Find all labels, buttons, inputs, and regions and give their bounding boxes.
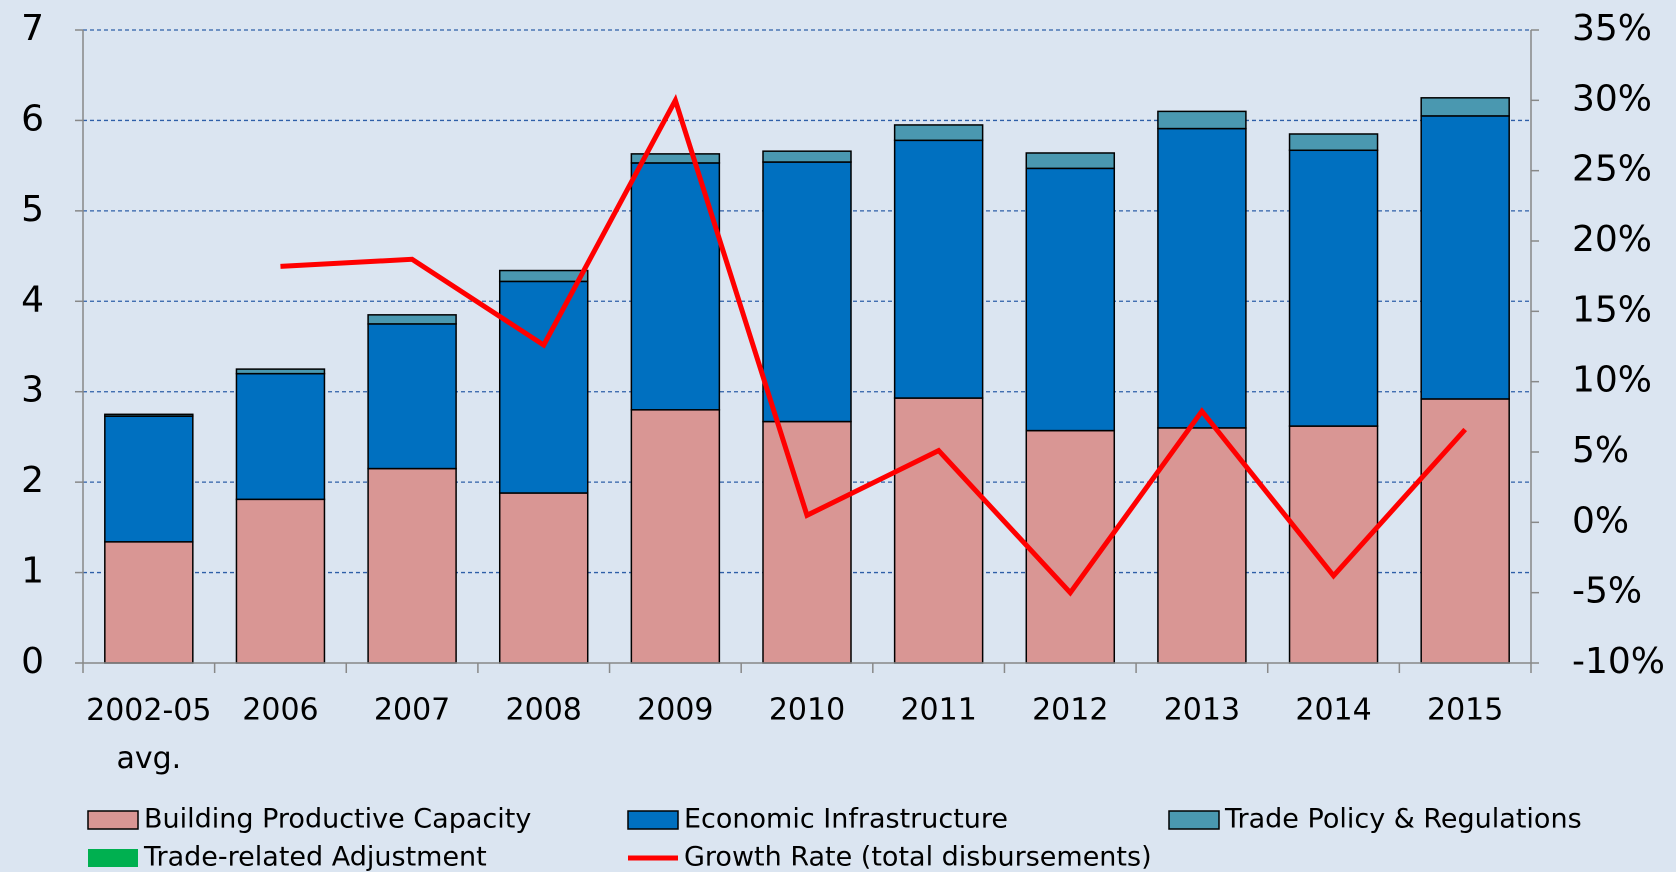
bar-segment bbox=[498, 280, 589, 494]
bar-segment bbox=[630, 153, 721, 164]
y2-tick-label: 30% bbox=[1572, 78, 1652, 119]
x-tick-label: 2010 bbox=[769, 693, 845, 728]
bar-segment bbox=[1157, 427, 1247, 664]
bar-segment bbox=[1025, 152, 1116, 170]
bar-segment bbox=[893, 124, 984, 142]
legend-label: Growth Rate (total disbursements) bbox=[684, 842, 1152, 872]
x-tick-label: 2002-05 avg. bbox=[86, 693, 211, 776]
y-tick-label: 4 bbox=[21, 279, 44, 320]
legend-swatch bbox=[87, 810, 139, 830]
y-tick-label: 2 bbox=[21, 460, 44, 501]
bar-segment bbox=[498, 269, 589, 283]
x-tick-label: 2009 bbox=[637, 693, 713, 728]
bar-segment bbox=[1420, 97, 1510, 117]
bar-segment bbox=[630, 409, 721, 664]
bar-segment bbox=[1025, 167, 1116, 432]
bar-segment bbox=[1288, 133, 1379, 152]
y-tick-label: 0 bbox=[21, 641, 44, 682]
bar-segment bbox=[235, 498, 326, 664]
legend-swatch bbox=[88, 849, 138, 867]
x-tick-label: 2008 bbox=[506, 693, 582, 728]
bar-segment bbox=[1288, 149, 1379, 427]
bar-segment bbox=[1420, 115, 1510, 400]
y2-tick-label: 5% bbox=[1572, 430, 1629, 471]
legend-label: Economic Infrastructure bbox=[684, 804, 1008, 835]
legend-label: Building Productive Capacity bbox=[144, 804, 531, 835]
x-tick-label: 2015 bbox=[1427, 693, 1503, 728]
bar-segment bbox=[1157, 127, 1247, 429]
x-tick-label: 2007 bbox=[374, 693, 450, 728]
legend-swatch bbox=[1168, 810, 1220, 830]
bar-segment bbox=[1420, 398, 1510, 664]
y-tick-label: 7 bbox=[21, 8, 44, 49]
bar-segment bbox=[367, 314, 457, 325]
x-tick-label: 2011 bbox=[900, 693, 976, 728]
bar-segment bbox=[104, 413, 194, 417]
y-tick-label: 6 bbox=[21, 98, 44, 139]
y2-tick-label: 0% bbox=[1572, 500, 1629, 541]
bar-segment bbox=[1157, 110, 1247, 130]
legend-label: Trade-related Adjustment bbox=[143, 842, 487, 872]
bar-segment bbox=[762, 150, 852, 163]
legend-label: Trade Policy & Regulations bbox=[1224, 804, 1582, 835]
bar-segment bbox=[762, 161, 852, 423]
legend-swatch bbox=[627, 810, 679, 830]
y2-tick-label: 15% bbox=[1572, 289, 1652, 330]
bar-segment bbox=[104, 415, 194, 543]
bar-segment bbox=[235, 368, 326, 375]
bar-segment bbox=[367, 323, 457, 470]
x-tick-label: 2006 bbox=[242, 693, 318, 728]
x-tick-label: 2012 bbox=[1032, 693, 1108, 728]
x-tick-label: 2013 bbox=[1164, 693, 1240, 728]
y2-tick-label: -5% bbox=[1572, 571, 1642, 612]
y2-tick-label: -10% bbox=[1572, 641, 1665, 682]
bar-segment bbox=[630, 162, 721, 411]
y2-tick-label: 25% bbox=[1572, 149, 1652, 190]
y-tick-label: 5 bbox=[21, 189, 44, 230]
bar-segment bbox=[235, 372, 326, 501]
bar-segment bbox=[762, 420, 852, 664]
y2-tick-label: 20% bbox=[1572, 219, 1652, 260]
y2-tick-label: 35% bbox=[1572, 8, 1652, 49]
bar-segment bbox=[367, 467, 457, 664]
bar-segment bbox=[498, 492, 589, 664]
x-tick-label-line: 2002-05 bbox=[86, 693, 211, 728]
bar-segment bbox=[104, 541, 194, 664]
y2-tick-label: 10% bbox=[1572, 360, 1652, 401]
x-tick-label: 2014 bbox=[1295, 693, 1371, 728]
x-tick-label-line: avg. bbox=[116, 741, 181, 776]
line-series bbox=[280, 93, 1468, 597]
bar-segment bbox=[1025, 429, 1116, 664]
y-tick-label: 3 bbox=[21, 370, 44, 411]
bar-segment bbox=[893, 397, 984, 664]
bar-segment bbox=[893, 139, 984, 399]
y-tick-label: 1 bbox=[21, 551, 44, 592]
